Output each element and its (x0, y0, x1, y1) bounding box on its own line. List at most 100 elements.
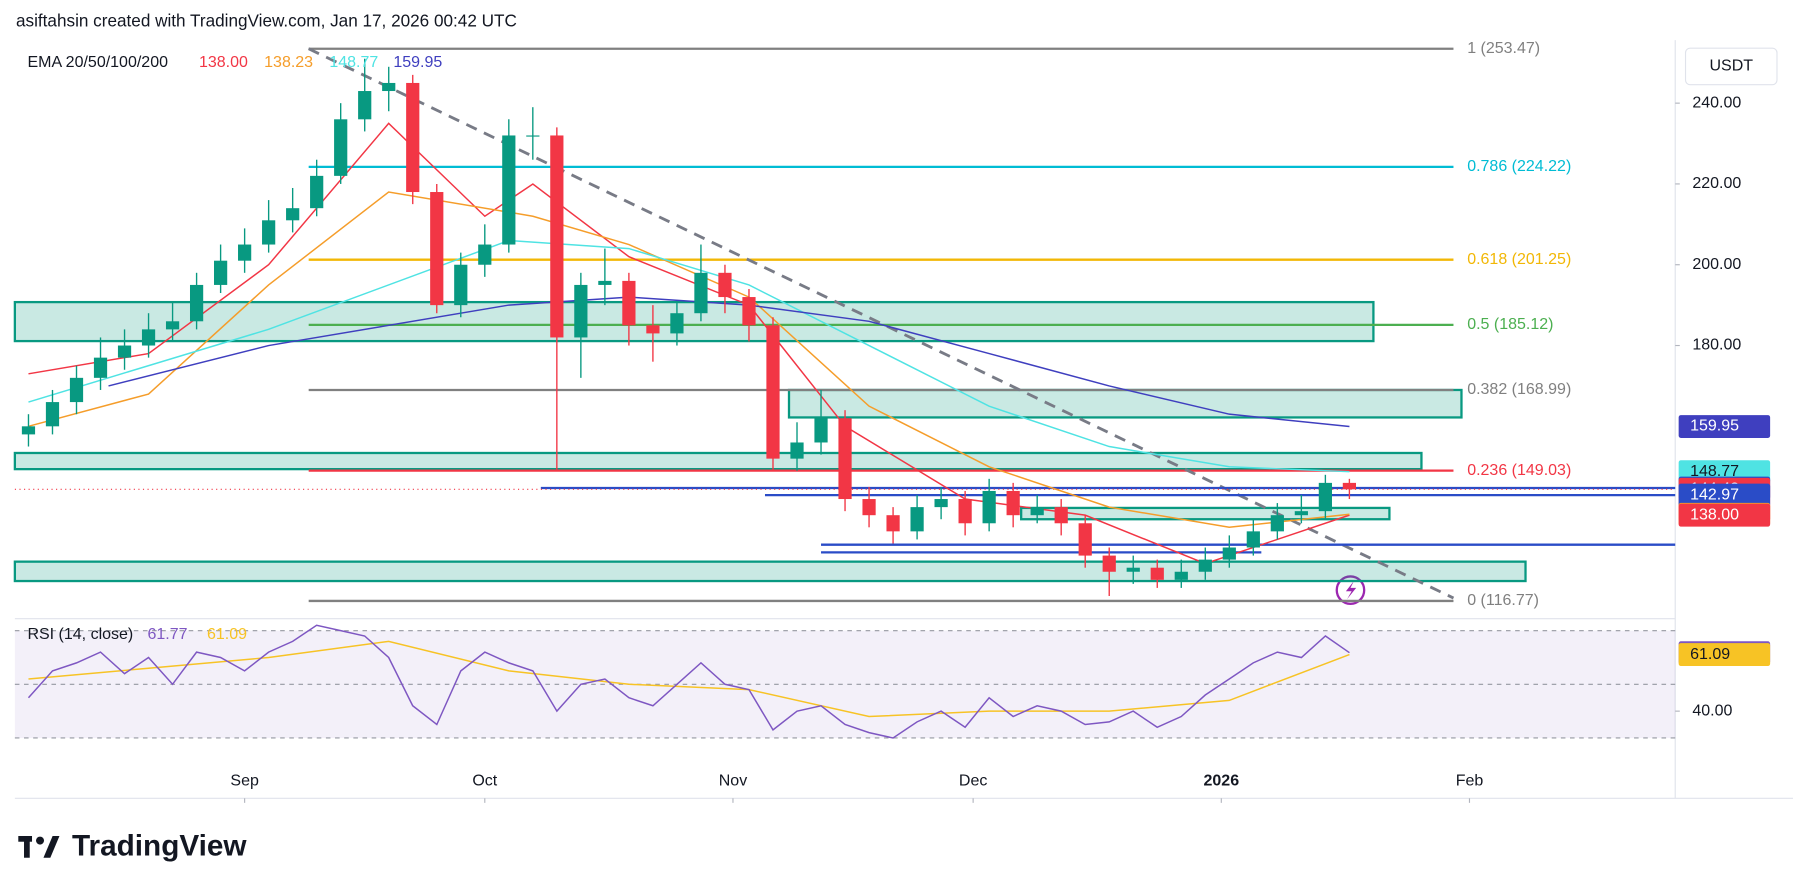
x-tick-label: Nov (719, 772, 747, 789)
candle-body (838, 418, 852, 500)
line-badge (1678, 483, 1771, 507)
rsi-title: RSI (14, close) (27, 626, 133, 643)
candle-body (502, 135, 516, 245)
candle-body (646, 325, 660, 334)
candle-body (814, 418, 828, 443)
ema-legend-value: 138.00 (199, 54, 248, 71)
candle-body (1150, 567, 1164, 580)
candle-body (117, 345, 132, 358)
candle-body (478, 244, 492, 265)
candle-body (526, 135, 540, 137)
x-tick-label: Oct (472, 772, 497, 789)
candle-body (93, 357, 108, 378)
candle-body (742, 297, 756, 326)
rsi-tick-label: 40.00 (1692, 702, 1732, 719)
candle-body (862, 499, 876, 516)
x-tick-label: Sep (230, 772, 259, 789)
alert-bolt (1345, 581, 1357, 600)
ema-legend-value: 138.23 (264, 54, 313, 71)
currency[interactable]: USDT (1709, 58, 1753, 75)
candle-body (165, 321, 180, 330)
candle-body (910, 507, 924, 532)
fib-label: 0.786 (224.22) (1467, 158, 1571, 175)
candle-body (45, 402, 60, 427)
candle-body (958, 499, 972, 524)
ema-legend-value: 148.77 (329, 54, 378, 71)
brand-logo (18, 836, 60, 858)
fib-label: 0 (116.77) (1467, 592, 1539, 609)
candle-body (1318, 482, 1332, 512)
fib-label: 1 (253.47) (1467, 40, 1540, 57)
candle-body (1030, 507, 1044, 516)
candle-body (1054, 507, 1068, 524)
candle-body (1102, 555, 1116, 572)
y-tick-label: 220.00 (1692, 175, 1741, 192)
ema-line (28, 191, 1350, 529)
rsi-legend-value: 61.77 (148, 626, 188, 643)
candle-body (358, 91, 372, 120)
ema-legend-title: EMA 20/50/100/200 (27, 54, 168, 71)
candle-body (574, 284, 588, 338)
candle-body (430, 192, 444, 306)
candle-body (598, 280, 612, 285)
attribution: asiftahsin created with TradingView.com,… (16, 10, 517, 30)
ema-badge (1678, 503, 1771, 527)
candle-body (1342, 482, 1356, 490)
ema-line (28, 239, 1350, 473)
candle-body (1174, 571, 1188, 580)
y-tick-label: 200.00 (1692, 256, 1741, 273)
candle-body (718, 272, 732, 298)
fib-label: 0.236 (149.03) (1467, 462, 1571, 479)
candle-body (1126, 567, 1140, 572)
candle-body (310, 175, 324, 209)
candle-body (1294, 511, 1308, 516)
candle-body (1270, 515, 1284, 532)
zone (13, 451, 1423, 471)
candle-body (1078, 523, 1092, 556)
candle-body (382, 82, 396, 92)
zone (787, 388, 1463, 419)
candle-body (214, 260, 228, 285)
y-tick-label: 180.00 (1692, 337, 1741, 354)
candle-body (406, 82, 420, 193)
candle-body (286, 208, 300, 221)
rsi-line (27, 624, 1350, 739)
y-tick-label: 240.00 (1692, 94, 1741, 111)
candle-body (1006, 490, 1020, 516)
ema-line (28, 122, 1350, 565)
ema-badge (1678, 415, 1771, 438)
x-tick-label: Feb (1456, 772, 1484, 789)
candle-body (1246, 531, 1260, 548)
candle-body (1198, 559, 1212, 572)
candle-body (934, 499, 948, 508)
candle-body (141, 329, 156, 346)
currency-box[interactable] (1684, 47, 1778, 86)
rsi-badge (1678, 643, 1771, 666)
x-tick-label: 2026 (1204, 772, 1240, 789)
candle-body (694, 272, 708, 314)
candle-body (670, 313, 684, 334)
zone (13, 560, 1527, 583)
fib-label: 0.382 (168.99) (1467, 381, 1571, 398)
trendline (308, 47, 1455, 600)
fib-label: 0.618 (201.25) (1467, 251, 1571, 268)
rsi-legend-value: 61.09 (207, 626, 247, 643)
ema-line (108, 296, 1350, 428)
candle-body (189, 284, 204, 322)
candle-body (21, 426, 36, 435)
ema-legend-value: 159.95 (393, 54, 442, 71)
ema-badge-label: 159.95 (1690, 418, 1739, 435)
candle-body (262, 220, 276, 245)
candle-body (622, 280, 636, 326)
candle-body (550, 135, 564, 338)
zone (13, 300, 1375, 343)
candle-body (69, 377, 84, 403)
candle-body (886, 515, 900, 532)
candle-body (766, 325, 780, 459)
ema-badge-label: 148.77 (1690, 463, 1739, 480)
zone (1020, 506, 1391, 521)
candle-body (454, 264, 468, 306)
line-badge-label: 142.97 (1690, 486, 1739, 503)
rsi-badge-label: 61.09 (1690, 646, 1730, 663)
